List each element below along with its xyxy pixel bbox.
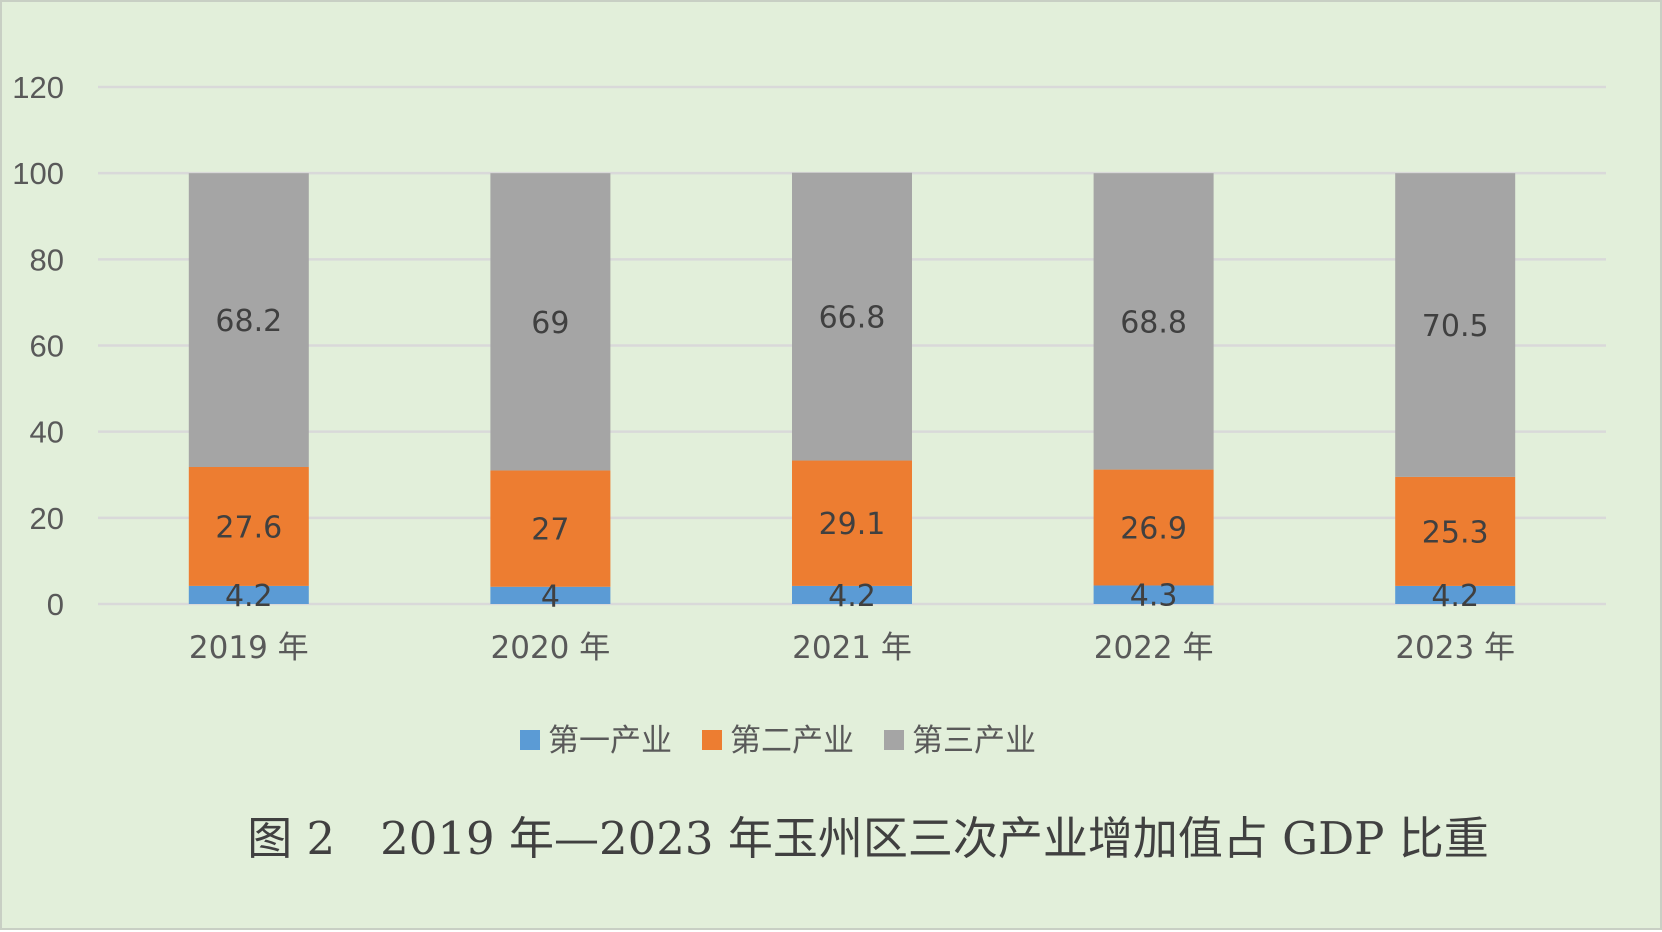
legend-swatch-3 — [884, 730, 904, 750]
legend-swatch-1 — [520, 730, 540, 750]
data-label-3-3: 66.8 — [819, 301, 886, 336]
bars — [188, 172, 1516, 604]
data-label-3-5: 70.5 — [1422, 309, 1489, 344]
data-label-1-1: 4.2 — [225, 579, 273, 614]
x-category-label-5: 2023 年 — [1395, 630, 1515, 666]
data-label-3-1: 68.2 — [215, 304, 282, 339]
bar-3-4 — [1093, 173, 1214, 470]
data-label-1-3: 4.2 — [828, 579, 876, 614]
data-label-2-3: 29.1 — [819, 507, 886, 542]
data-label-2-2: 27 — [531, 513, 569, 548]
bar-1-3 — [792, 585, 912, 604]
data-label-1-2: 4 — [541, 579, 560, 614]
data-label-2-1: 27.6 — [215, 510, 282, 545]
legend-label-2: 第二产业 — [730, 723, 854, 759]
y-tick-label-60: 60 — [30, 329, 64, 364]
bar-2-4 — [1093, 469, 1214, 586]
x-category-label-2: 2020 年 — [491, 630, 611, 666]
data-label-3-4: 68.8 — [1120, 305, 1187, 340]
chart-title: 图 2 2019 年—2023 年玉州区三次产业增加值占 GDP 比重 — [247, 812, 1489, 865]
y-axis-ticks: 0 20 40 60 80 100 120 — [12, 70, 64, 622]
bar-1-4 — [1093, 585, 1214, 604]
x-category-label-3: 2021 年 — [792, 630, 912, 666]
y-tick-label-0: 0 — [47, 587, 64, 622]
bar-3-1 — [188, 173, 309, 467]
legend-label-1: 第一产业 — [548, 723, 672, 759]
y-tick-label-80: 80 — [30, 242, 64, 277]
bar-2-1 — [188, 466, 309, 586]
bar-1-5 — [1395, 585, 1516, 604]
legend-label-3: 第三产业 — [912, 723, 1036, 759]
bar-2-2 — [490, 470, 611, 587]
bar-1-1 — [188, 585, 309, 604]
x-axis-categories: 2019 年 2020 年 2021 年 2022 年 2023 年 — [189, 630, 1515, 666]
bar-2-5 — [1395, 476, 1516, 586]
y-tick-label-100: 100 — [12, 156, 64, 191]
data-label-2-4: 26.9 — [1120, 512, 1187, 547]
data-labels: 4.2 27.6 68.2 4 27 69 4.2 29.1 66.8 4.3 26.9 68.8 4.… — [215, 301, 1488, 615]
legend: 第一产业 第二产业 第三产业 — [520, 723, 1036, 759]
y-tick-label-20: 20 — [30, 501, 64, 536]
data-label-1-4: 4.3 — [1130, 579, 1178, 614]
bar-3-5 — [1395, 173, 1516, 477]
x-category-label-1: 2019 年 — [189, 630, 309, 666]
data-label-3-2: 69 — [531, 306, 569, 341]
bar-1-2 — [490, 586, 611, 604]
bar-3-3 — [792, 172, 912, 461]
y-tick-label-40: 40 — [30, 415, 64, 450]
bar-3-2 — [490, 173, 611, 471]
bar-2-3 — [792, 460, 912, 586]
x-category-label-4: 2022 年 — [1094, 630, 1214, 666]
legend-swatch-2 — [702, 730, 722, 750]
data-label-2-5: 25.3 — [1422, 515, 1489, 550]
y-tick-label-120: 120 — [12, 70, 64, 105]
data-label-1-5: 4.2 — [1431, 579, 1479, 614]
